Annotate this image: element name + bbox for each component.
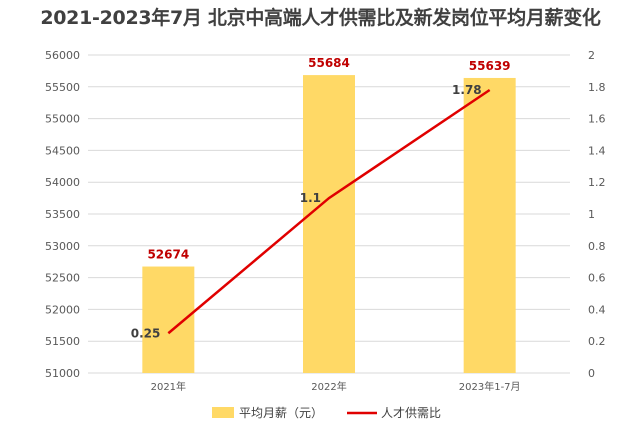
x-category-label: 2023年1-7月 [459,380,521,393]
y-left-tick-label: 55500 [45,81,80,94]
y-left-tick-label: 54000 [45,176,80,189]
x-category-label: 2021年 [151,380,186,393]
line-series [167,88,491,335]
y-right-tick-label: 1.4 [588,144,606,157]
y-right-tick-label: 1.8 [588,81,606,94]
y-right-tick-label: 0.8 [588,240,606,253]
y-left-tick-label: 56000 [45,49,80,62]
y-right-tick-label: 2 [588,49,595,62]
bar-data-label: 55684 [308,56,350,70]
y-left-tick-label: 54500 [45,144,80,157]
bar [303,75,355,374]
y-left-tick-label: 53500 [45,208,80,221]
line-data-label: 0.25 [131,326,161,340]
y-left-tick-label: 53000 [45,240,80,253]
y-left-tick-label: 52000 [45,303,80,316]
y-right-tick-label: 0 [588,367,595,380]
legend-line-label: 人才供需比 [381,406,441,420]
bar [463,77,516,374]
line-data-label: 1.1 [300,191,321,205]
y-right-tick-label: 0.6 [588,272,606,285]
chart-title: 2021-2023年7月 北京中高端人才供需比及新发岗位平均月薪变化 [40,7,601,29]
y-right-tick-label: 0.4 [588,303,606,316]
y-right-tick-label: 1 [588,208,595,221]
bar-data-label: 52674 [147,248,189,262]
bar-data-label: 55639 [469,59,511,73]
y-left-tick-label: 52500 [45,272,80,285]
y-left-tick-label: 51000 [45,367,80,380]
bar [142,266,195,373]
y-left-tick-label: 51500 [45,335,80,348]
y-left-tick-label: 55000 [45,113,80,126]
line-data-label: 1.78 [452,83,482,97]
legend-bar-swatch [212,407,234,418]
y-right-tick-label: 1.6 [588,113,606,126]
y-right-tick-label: 1.2 [588,176,606,189]
x-category-label: 2022年 [311,380,346,393]
legend-bar-label: 平均月薪（元） [239,406,323,420]
y-right-tick-label: 0.2 [588,335,606,348]
